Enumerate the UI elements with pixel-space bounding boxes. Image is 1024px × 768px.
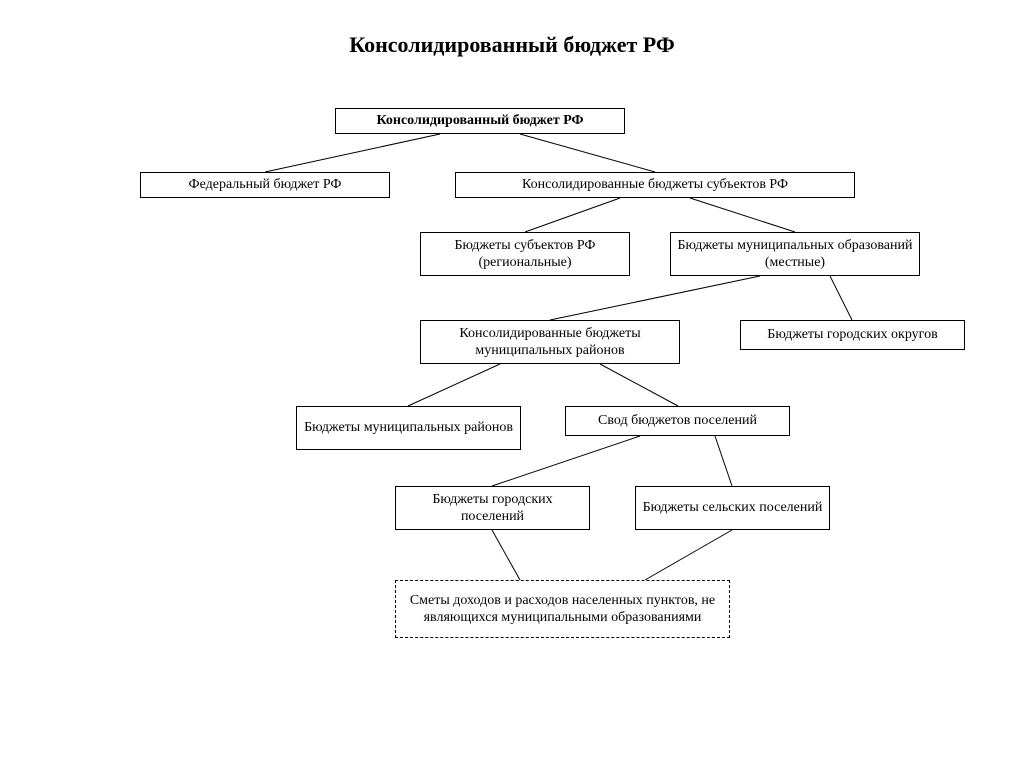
node-sub-reg: Бюджеты субъектов РФ (региональные) [420,232,630,276]
node-label: Бюджеты муниципальных районов [304,419,513,437]
node-mun-ray: Бюджеты муниципальных районов [296,406,521,450]
edge [830,276,852,320]
node-label: Бюджеты сельских поселений [643,499,823,517]
node-mun-obr: Бюджеты муниципальных образований (местн… [670,232,920,276]
node-gor-pos: Бюджеты городских поселений [395,486,590,530]
node-cons-sub: Консолидированные бюджеты субъектов РФ [455,172,855,198]
node-label: Бюджеты городских округов [767,326,937,344]
edge [525,198,620,232]
node-smety: Сметы доходов и расходов населенных пунк… [395,580,730,638]
node-label: Федеральный бюджет РФ [189,176,342,194]
node-label: Консолидированные бюджеты субъектов РФ [522,176,788,194]
diagram-canvas: Консолидированный бюджет РФ Консолидиров… [0,0,1024,768]
edge [645,530,732,580]
node-label: Бюджеты муниципальных образований (местн… [677,237,913,272]
node-label: Бюджеты субъектов РФ (региональные) [427,237,623,272]
diagram-title: Консолидированный бюджет РФ [0,32,1024,58]
edge [715,436,732,486]
node-svod-pos: Свод бюджетов поселений [565,406,790,436]
edge [492,530,520,580]
node-label: Консолидированные бюджеты муниципальных … [427,325,673,360]
edge [520,134,655,172]
node-label: Свод бюджетов поселений [598,412,757,430]
node-label: Бюджеты городских поселений [402,491,583,526]
edge [600,364,678,406]
edge [408,364,500,406]
node-root: Консолидированный бюджет РФ [335,108,625,134]
edge [265,134,440,172]
node-label: Сметы доходов и расходов населенных пунк… [402,592,723,627]
node-sel-pos: Бюджеты сельских поселений [635,486,830,530]
node-fed: Федеральный бюджет РФ [140,172,390,198]
node-gor-okr: Бюджеты городских округов [740,320,965,350]
edge [550,276,760,320]
node-label: Консолидированный бюджет РФ [376,112,583,130]
edge [690,198,795,232]
node-cons-mun: Консолидированные бюджеты муниципальных … [420,320,680,364]
